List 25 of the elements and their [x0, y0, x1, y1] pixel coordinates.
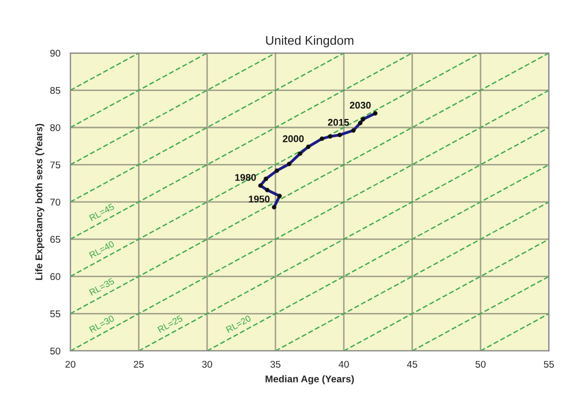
- x-tick-label: 20: [65, 360, 76, 368]
- x-tick-label: 35: [270, 360, 280, 368]
- y-tick-label: 90: [50, 50, 60, 57]
- annotation: 2015: [328, 118, 349, 126]
- y-tick-label: 65: [50, 236, 60, 243]
- y-tick-label: 80: [50, 124, 60, 132]
- annotation: 2000: [282, 135, 304, 142]
- x-tick-label: 25: [134, 360, 144, 368]
- chart-title: United Kingdom: [266, 36, 354, 48]
- y-tick-label: 70: [50, 198, 60, 206]
- y-tick-label: 60: [50, 273, 60, 280]
- x-tick-label: 40: [338, 360, 349, 368]
- y-tick-label: 50: [50, 348, 60, 354]
- x-tick-label: 30: [202, 360, 212, 368]
- annotation: 1980: [235, 174, 256, 181]
- x-tick-label: 45: [407, 360, 418, 368]
- y-tick-label: 85: [50, 87, 60, 94]
- y-tick-label: 55: [50, 310, 60, 318]
- y-tick-label: 75: [50, 162, 60, 168]
- x-tick-label: 55: [544, 360, 554, 368]
- x-axis-title: Median Age (Years): [266, 375, 354, 384]
- annotation: 1950: [248, 196, 270, 202]
- y-axis-title: Life Expectancy both sexs (Years): [35, 124, 44, 280]
- x-tick-label: 50: [476, 360, 486, 368]
- annotation: 2030: [350, 102, 371, 109]
